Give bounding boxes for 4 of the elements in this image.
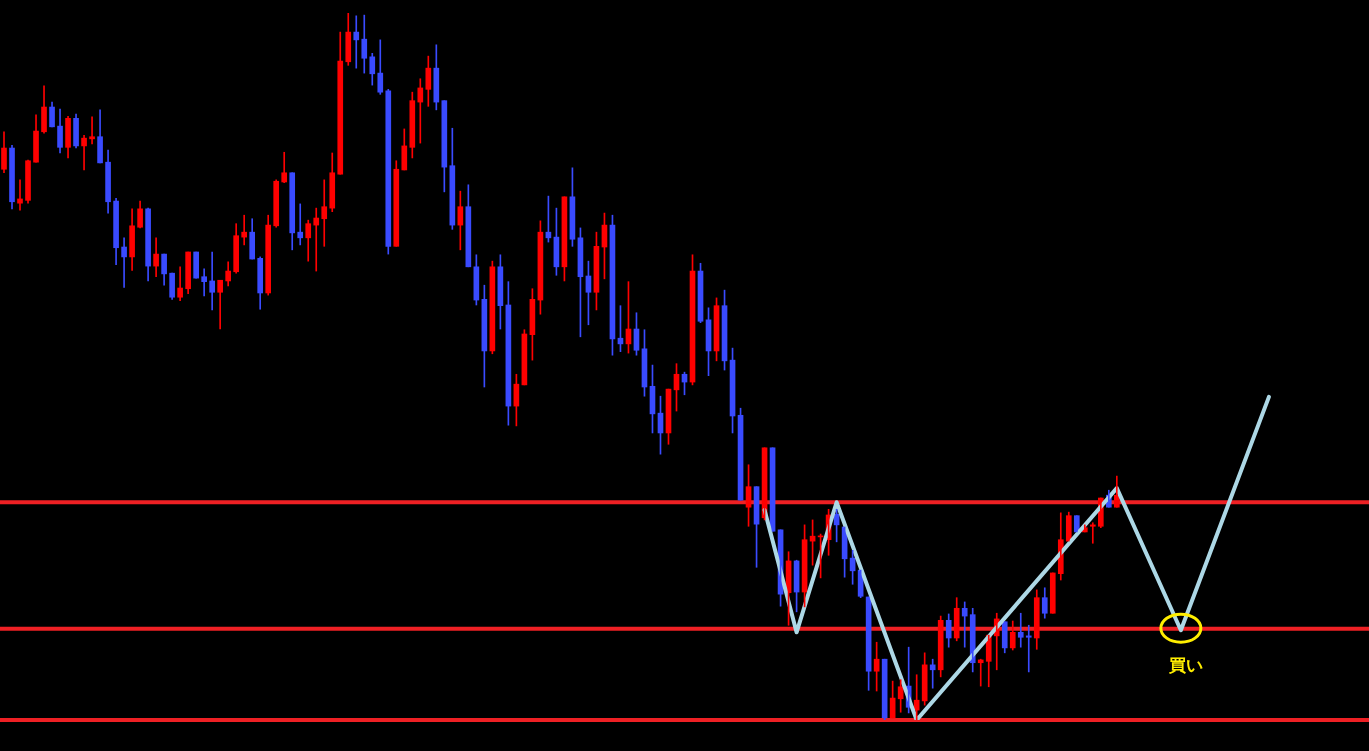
candlestick	[193, 251, 199, 279]
annotation: 買い	[1167, 654, 1203, 675]
candlestick	[1049, 572, 1056, 614]
candlestick	[1073, 515, 1080, 533]
